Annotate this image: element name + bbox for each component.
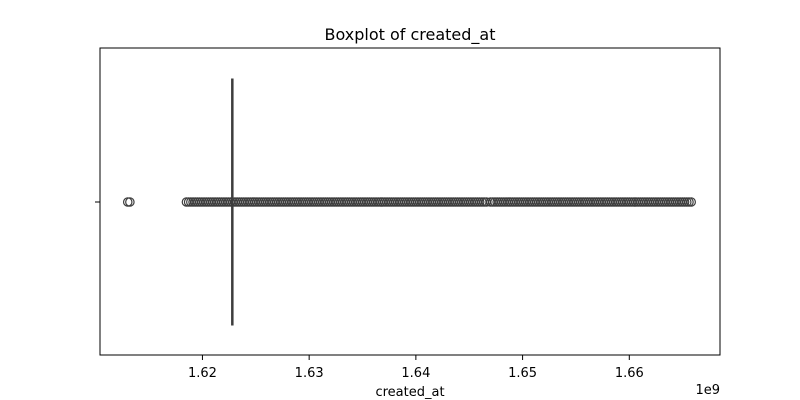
outlier-point (686, 197, 696, 207)
box-group (231, 78, 234, 326)
outlier-point (125, 197, 135, 207)
x-axis-label: created_at (375, 385, 444, 400)
x-axis-offset-label: 1e9 (695, 383, 720, 398)
x-axis-ticks: 1.62 1.63 1.64 1.65 1.66 (188, 355, 644, 381)
x-tick-label: 1.64 (401, 366, 430, 381)
x-tick-label: 1.62 (188, 366, 217, 381)
x-tick-label: 1.66 (615, 366, 644, 381)
chart-title: Boxplot of created_at (324, 25, 495, 45)
outliers-group (122, 197, 696, 207)
x-tick-label: 1.65 (508, 366, 537, 381)
x-tick-label: 1.63 (295, 366, 324, 381)
